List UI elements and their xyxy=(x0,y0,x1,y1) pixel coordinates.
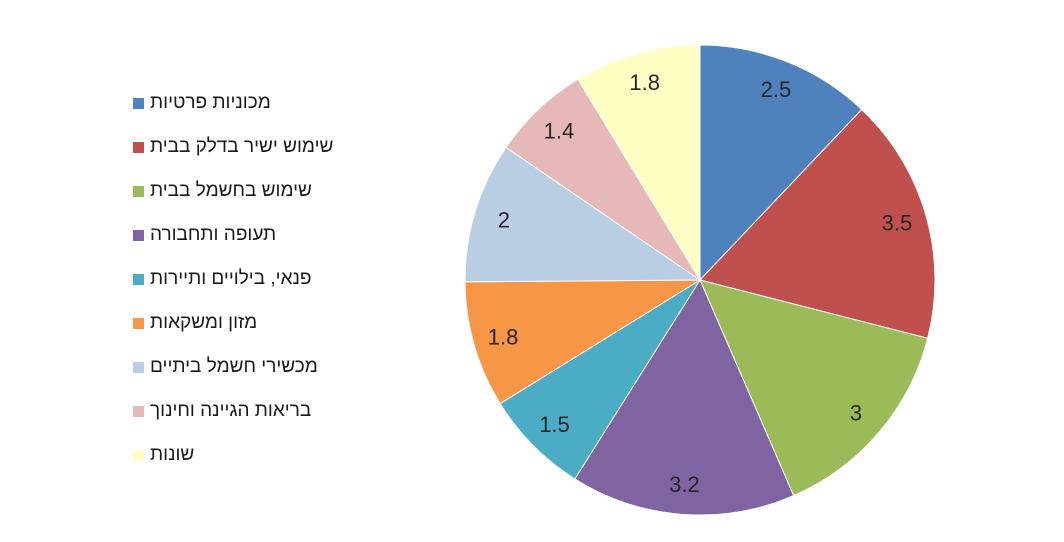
legend-label: מכשירי חשמל ביתיים xyxy=(150,356,318,377)
pie-data-labels: 2.5 3.5 3 3.2 1.5 1.8 2 1.4 1.8 xyxy=(488,70,913,497)
slice-private-cars xyxy=(699,44,863,282)
data-label-direct-fuel-home: 3.5 xyxy=(882,211,913,236)
legend-item-aviation-transport: תעופה ותחבורה xyxy=(133,223,353,267)
legend-label: פנאי, בילויים ותיירות xyxy=(150,268,312,289)
legend-label: בריאות הגיינה וחינוך xyxy=(150,400,312,421)
slice-electricity-home xyxy=(699,279,929,497)
data-label-food-drinks: 1.8 xyxy=(488,324,519,349)
legend-item-leisure-tourism: פנאי, בילויים ותיירות xyxy=(133,267,353,311)
legend-label: תעופה ותחבורה xyxy=(150,224,277,245)
legend-item-electricity-home: שימוש בחשמל בבית xyxy=(133,179,353,223)
data-label-misc: 1.8 xyxy=(629,70,660,95)
data-label-private-cars: 2.5 xyxy=(761,77,792,102)
slice-leisure-tourism xyxy=(499,279,701,480)
slice-food-drinks xyxy=(464,279,702,405)
slice-direct-fuel-home xyxy=(699,108,936,339)
legend-swatch xyxy=(133,361,144,373)
chart-legend: מכוניות פרטיות שימוש ישיר בדלק בבית שימו… xyxy=(133,91,353,487)
slice-aviation-transport xyxy=(574,278,795,516)
slice-misc xyxy=(577,44,701,282)
legend-swatch xyxy=(133,141,144,153)
legend-swatch xyxy=(133,97,144,109)
legend-item-misc: שונות xyxy=(133,443,353,487)
pie-slices xyxy=(464,44,936,516)
legend-swatch xyxy=(133,185,144,197)
legend-item-direct-fuel-home: שימוש ישיר בדלק בבית xyxy=(133,135,353,179)
legend-label: שונות xyxy=(150,444,195,465)
data-label-health-hygiene-education: 1.4 xyxy=(544,119,575,144)
data-label-leisure-tourism: 1.5 xyxy=(539,412,570,437)
legend-item-home-appliances: מכשירי חשמל ביתיים xyxy=(133,355,353,399)
legend-swatch xyxy=(133,229,144,241)
legend-swatch xyxy=(133,317,144,329)
legend-swatch xyxy=(133,405,144,417)
data-label-electricity-home: 3 xyxy=(850,400,862,425)
legend-item-health-hygiene-education: בריאות הגיינה וחינוך xyxy=(133,399,353,443)
data-label-home-appliances: 2 xyxy=(498,208,510,233)
legend-item-food-drinks: מזון ומשקאות xyxy=(133,311,353,355)
slice-home-appliances xyxy=(464,146,702,283)
legend-label: שימוש ישיר בדלק בבית xyxy=(150,136,334,157)
legend-label: מזון ומשקאות xyxy=(150,312,258,333)
legend-swatch xyxy=(133,273,144,285)
legend-label: מכוניות פרטיות xyxy=(150,92,271,113)
legend-swatch xyxy=(133,449,144,461)
legend-item-private-cars: מכוניות פרטיות xyxy=(133,91,353,135)
data-label-aviation-transport: 3.2 xyxy=(669,472,700,497)
legend-label: שימוש בחשמל בבית xyxy=(150,180,312,201)
